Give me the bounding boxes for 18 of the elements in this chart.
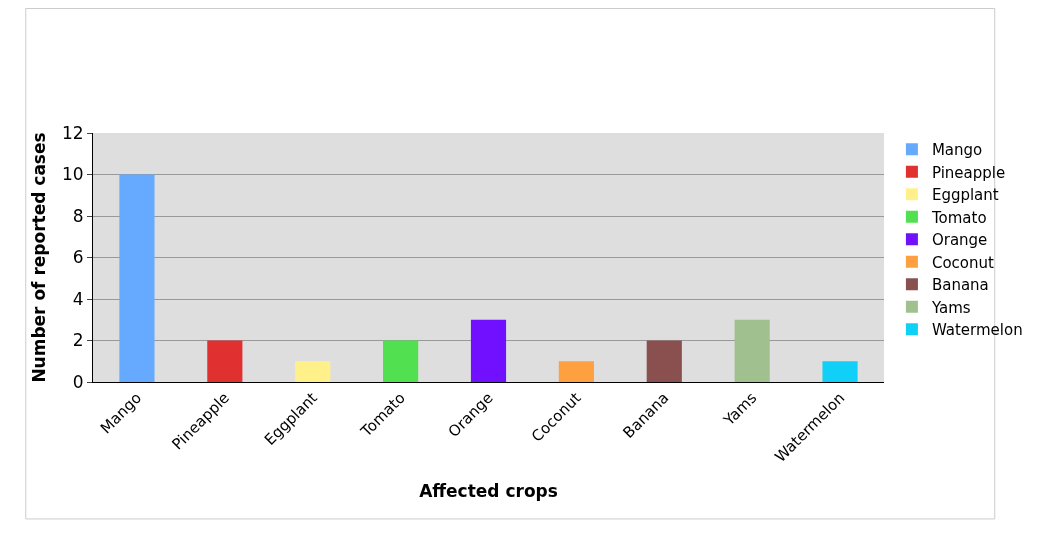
legend-label: Coconut [931, 253, 994, 272]
legend-label: Orange [931, 231, 988, 250]
legend-label: Yams [930, 298, 971, 317]
y-tick-label: 12 [61, 122, 84, 143]
legend-label: Tomato [930, 208, 987, 227]
legend-label: Watermelon [931, 321, 1023, 340]
y-axis-title: Number of reported cases [28, 132, 49, 383]
y-tick-label: 8 [72, 205, 84, 226]
x-axis-title: Affected crops [419, 481, 558, 502]
legend-label: Eggplant [931, 186, 999, 205]
y-tick-label: 6 [72, 247, 84, 268]
y-tick-label: 4 [72, 288, 84, 309]
y-tick-label: 0 [72, 371, 84, 392]
y-tick-label: 10 [61, 164, 84, 185]
legend-label: Banana [931, 276, 989, 295]
y-tick-label: 2 [72, 330, 84, 351]
legend-label: Pineapple [931, 163, 1006, 182]
legend-label: Mango [931, 141, 983, 160]
